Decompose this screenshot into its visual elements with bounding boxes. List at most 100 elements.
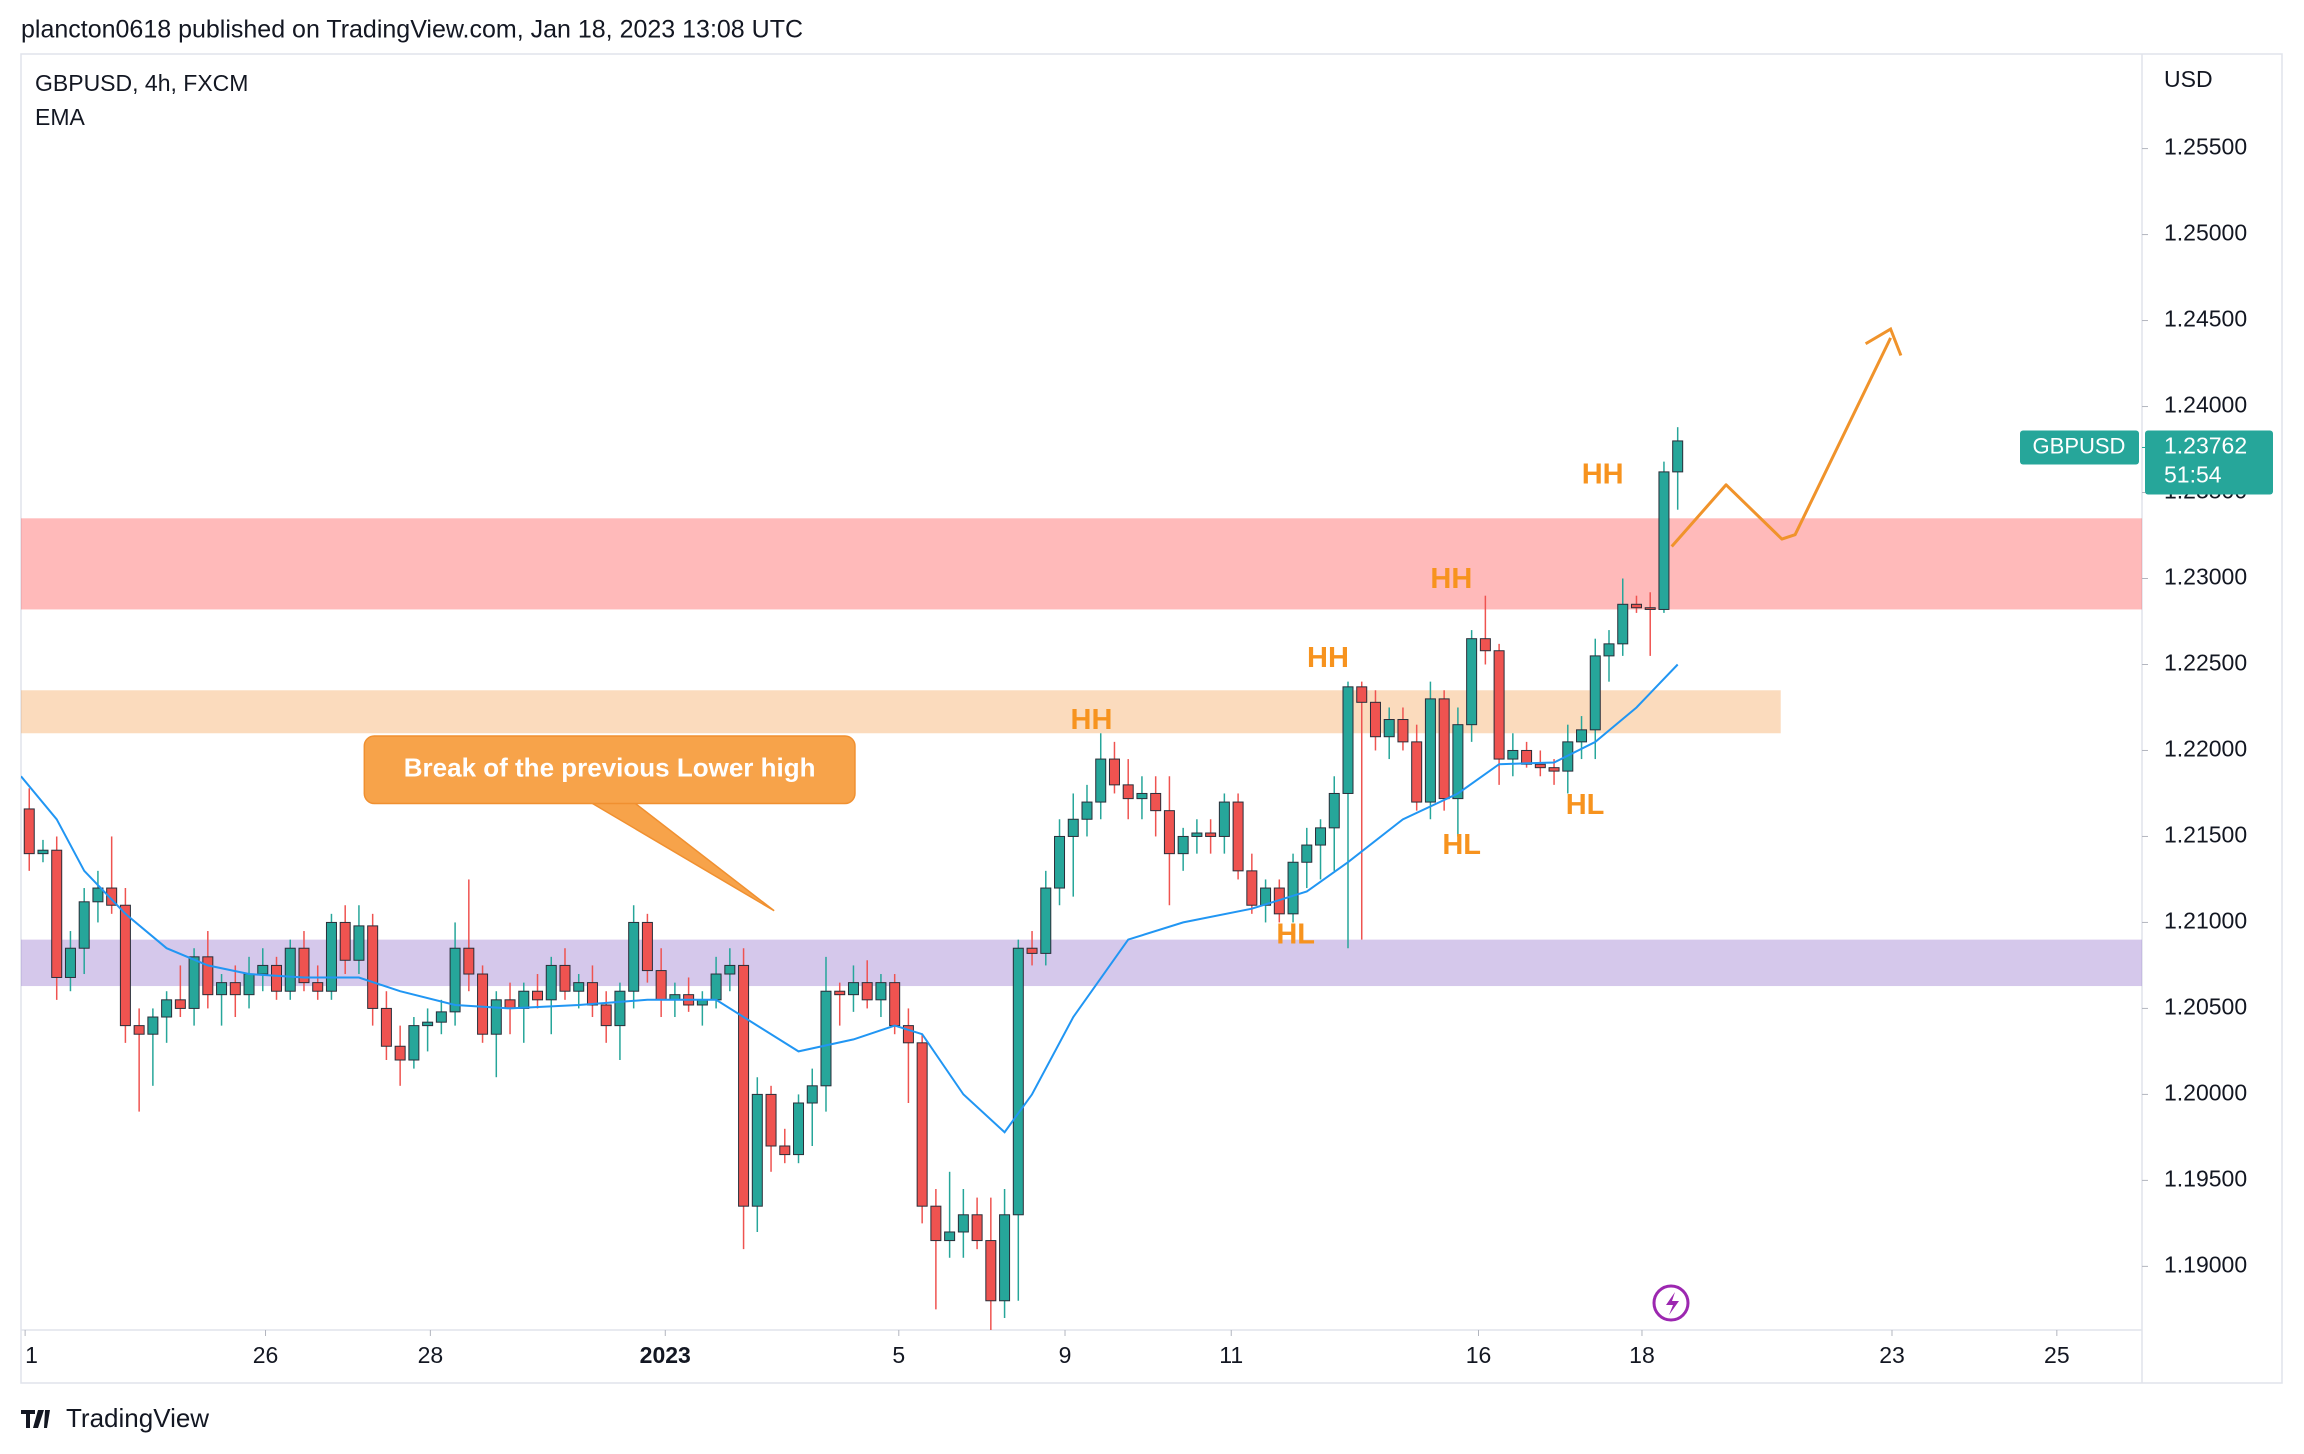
candle-body [64,947,76,978]
candle-body [463,947,475,975]
candle-body [1397,719,1409,743]
candle-body [1658,471,1670,610]
candle-body [573,982,585,992]
candle-body [834,990,846,996]
candle-body [875,982,887,1001]
candle-body [188,956,200,1009]
y-tick-label: 1.20500 [2164,993,2247,1019]
candle-body [806,1085,818,1104]
candle-body [1136,792,1148,800]
candle-body [1424,698,1436,803]
price-tag-countdown: 51:54 [2164,462,2222,488]
candle-body [271,964,283,992]
x-tick-label: 9 [1059,1342,1072,1368]
frame [20,53,2283,1384]
candle-body [504,999,516,1009]
x-tick-label: 18 [1629,1342,1655,1368]
x-tick-label: 1 [25,1342,38,1368]
candle-body [985,1240,997,1302]
price-tag-value: 1.23762 [2164,433,2247,459]
candle-body [1081,801,1093,820]
footer-logo: TradingView [21,1403,209,1433]
candle-body [971,1214,983,1242]
projection-arrowhead [1864,326,1903,357]
candle-body [1012,947,1024,1216]
candle-body [999,1214,1011,1302]
x-tick-label: 25 [2044,1342,2070,1368]
y-tick-label: 1.22000 [2164,736,2247,762]
candle-body [902,1025,914,1044]
candle-body [23,808,35,855]
symbol-title: GBPUSD, 4h, FXCM [35,70,248,96]
candle-body [957,1214,969,1233]
candle-body [422,1021,434,1027]
hl-label: HL [1442,829,1481,861]
candle-body [1163,810,1175,855]
candle-body [435,1011,447,1023]
candle-body [586,982,598,1006]
candle-body [1026,947,1038,954]
symbol-tag [2020,430,2139,465]
candle-body [1438,698,1450,800]
y-tick-label: 1.25500 [2164,134,2247,160]
symbol-tag-text: GBPUSD [2033,433,2126,458]
candle-body [655,970,667,1001]
candle-body [284,947,296,992]
candle-body [1328,792,1340,829]
candle-body [147,1016,159,1035]
hl-label: HL [1566,789,1605,821]
candle-body [779,1145,791,1156]
candle-body [312,982,324,992]
candle-body [1589,655,1601,731]
hh-label: HH [1307,642,1349,674]
candle-body [724,964,736,975]
candle-body [1493,650,1505,760]
candle-body [1342,686,1354,794]
candle-body [710,973,722,1001]
candle-body [1452,724,1464,800]
y-tick-label: 1.24000 [2164,392,2247,418]
candle-body [532,990,544,1001]
x-tick-label: 23 [1879,1342,1905,1368]
candle-body [449,947,461,1013]
zone [21,690,1781,734]
y-tick-label: 1.21000 [2164,908,2247,934]
candle-body [559,964,571,992]
candle-body [1205,832,1217,837]
x-tick-label: 11 [1219,1342,1243,1368]
candle-body [408,1025,420,1061]
indicator-label: EMA [35,104,86,130]
y-tick-label: 1.22500 [2164,650,2247,676]
candle-body [367,925,379,1009]
candle-body [1466,638,1478,726]
candle-body [944,1231,956,1242]
candle-body [1603,643,1615,657]
callout-box [363,735,856,805]
candle-body [78,901,90,949]
x-tick-label: 16 [1466,1342,1492,1368]
candle-body [1617,603,1629,645]
candle-body [738,964,750,1207]
candle-body [1095,758,1107,803]
candle-body [1191,832,1203,837]
plot [21,427,2142,1330]
candle-body [518,990,530,1009]
candle-body [257,964,269,975]
candle-body [820,990,832,1087]
icon-circle [1652,1284,1690,1322]
candle-body [325,921,337,992]
candle-body [1383,719,1395,738]
alert-icon [1652,1284,1690,1322]
y-tick-label: 1.19500 [2164,1165,2247,1191]
candle-body [298,947,310,984]
candle-body [37,849,49,855]
candle-body [1108,758,1120,786]
candle-body [1630,603,1642,609]
candle-body [1548,767,1560,772]
candle-body [353,925,365,961]
footer-brand: TradingView [66,1403,209,1433]
candle-body [174,999,186,1009]
x-tick-label: 26 [253,1342,279,1368]
callout-text: Break of the previous Lower high [404,753,816,783]
